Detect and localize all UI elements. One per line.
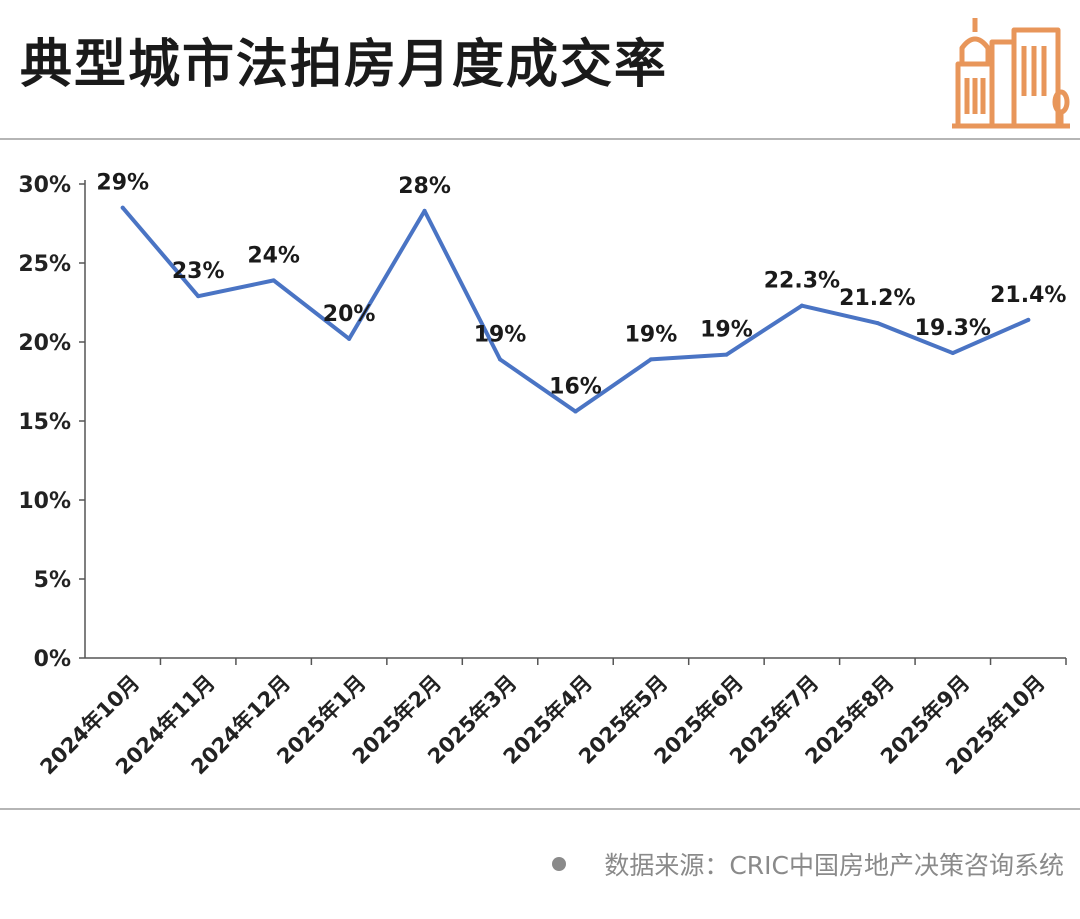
data-point [875, 321, 880, 326]
y-tick-label: 5% [34, 568, 71, 593]
line-chart: 0%5%10%15%20%25%30%2024年10月2024年11月2024年… [18, 171, 1067, 779]
data-label: 23% [172, 259, 225, 284]
data-label: 21.4% [990, 283, 1066, 308]
y-tick-label: 20% [18, 331, 71, 356]
data-label: 16% [549, 375, 602, 400]
data-label: 29% [96, 171, 149, 196]
data-label: 19% [625, 322, 678, 347]
data-point [1026, 317, 1031, 322]
data-label: 28% [398, 174, 451, 199]
data-point [196, 294, 201, 299]
data-point [724, 352, 729, 357]
data-point [120, 205, 125, 210]
y-tick-label: 10% [18, 489, 71, 514]
data-label: 22.3% [764, 269, 840, 294]
y-tick-label: 0% [34, 647, 71, 672]
data-point [498, 357, 503, 362]
data-point [573, 409, 578, 414]
footer-divider [0, 808, 1080, 810]
data-point [799, 303, 804, 308]
data-label: 19% [700, 318, 753, 343]
page-title: 典型城市法拍房月度成交率 [20, 35, 669, 95]
bullet-dot-icon [552, 857, 567, 871]
data-point [950, 351, 955, 356]
data-point [347, 336, 352, 341]
header-divider [0, 138, 1080, 140]
data-label: 19.3% [915, 316, 991, 341]
data-label: 24% [247, 243, 300, 268]
city-buildings-icon [952, 18, 1070, 129]
y-tick-label: 30% [18, 173, 71, 198]
data-label: 21.2% [839, 286, 915, 311]
y-tick-label: 15% [18, 410, 71, 435]
data-label: 19% [474, 322, 527, 347]
source-text: 数据来源：CRIC中国房地产决策咨询系统 [604, 851, 1064, 880]
data-point [648, 357, 653, 362]
y-tick-label: 25% [18, 252, 71, 277]
data-point [422, 208, 427, 213]
data-point [271, 278, 276, 283]
data-label: 20% [323, 302, 376, 327]
source-note: 数据来源：CRIC中国房地产决策咨询系统 [552, 846, 1064, 882]
